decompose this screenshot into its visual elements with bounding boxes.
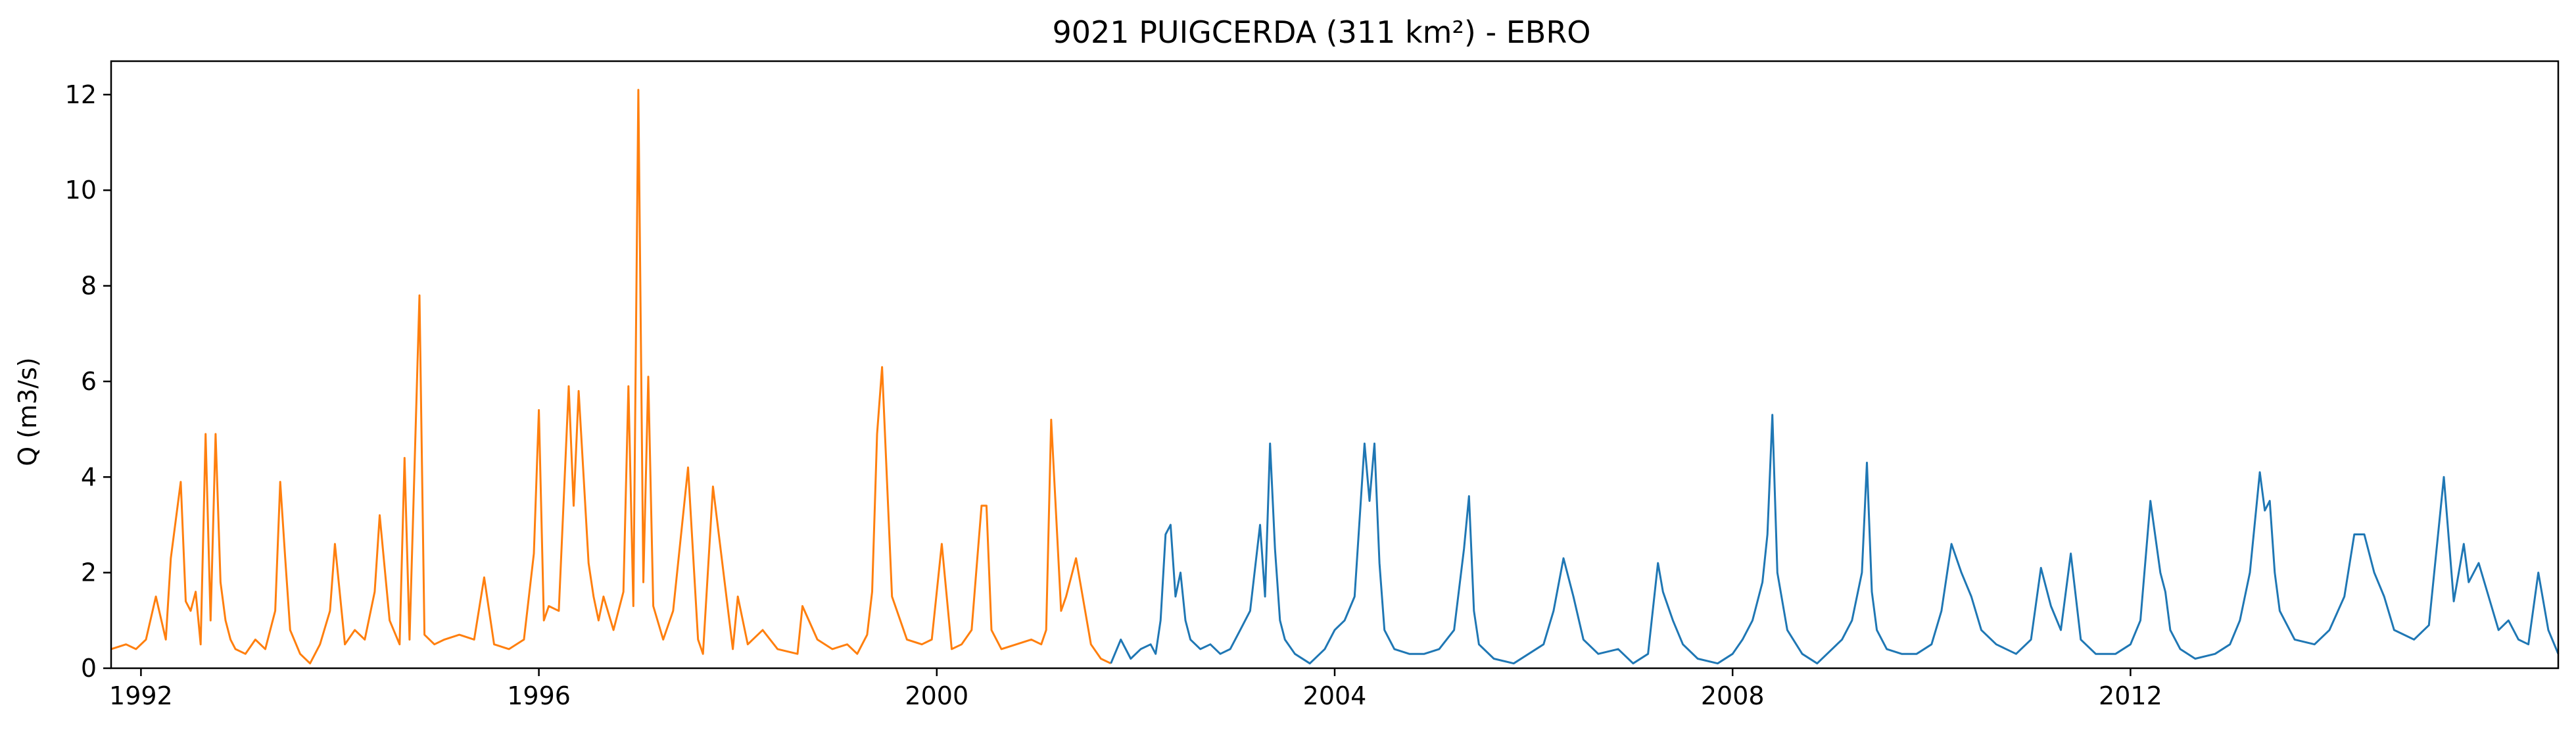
series-layer bbox=[110, 89, 2560, 665]
chart-title: 9021 PUIGCERDA (311 km²) - EBRO bbox=[1053, 14, 1591, 50]
x-tick-label: 2012 bbox=[2099, 681, 2162, 710]
y-tick-label: 12 bbox=[65, 80, 97, 109]
x-tick-label: 2008 bbox=[1701, 681, 1765, 710]
y-axis: 0 2 4 6 8 10 12 bbox=[65, 80, 111, 683]
x-tick-label: 1996 bbox=[507, 681, 571, 710]
x-tick-label: 2004 bbox=[1303, 681, 1367, 710]
y-tick-label: 10 bbox=[65, 176, 97, 205]
plot-frame bbox=[110, 60, 2560, 670]
y-axis-label: Q (m3/s) bbox=[13, 357, 42, 466]
y-tick-label: 2 bbox=[81, 558, 97, 587]
y-tick-label: 4 bbox=[81, 462, 97, 491]
y-tick-label: 6 bbox=[81, 367, 97, 396]
series-line-1 bbox=[1110, 414, 2560, 665]
x-tick-label: 1992 bbox=[109, 681, 173, 710]
y-tick-label: 0 bbox=[81, 654, 97, 683]
x-axis: 1992 1996 2000 2004 2008 2012 bbox=[109, 668, 2162, 710]
y-tick-label: 8 bbox=[81, 272, 97, 301]
series-line-0 bbox=[110, 89, 1112, 665]
x-tick-label: 2000 bbox=[905, 681, 968, 710]
